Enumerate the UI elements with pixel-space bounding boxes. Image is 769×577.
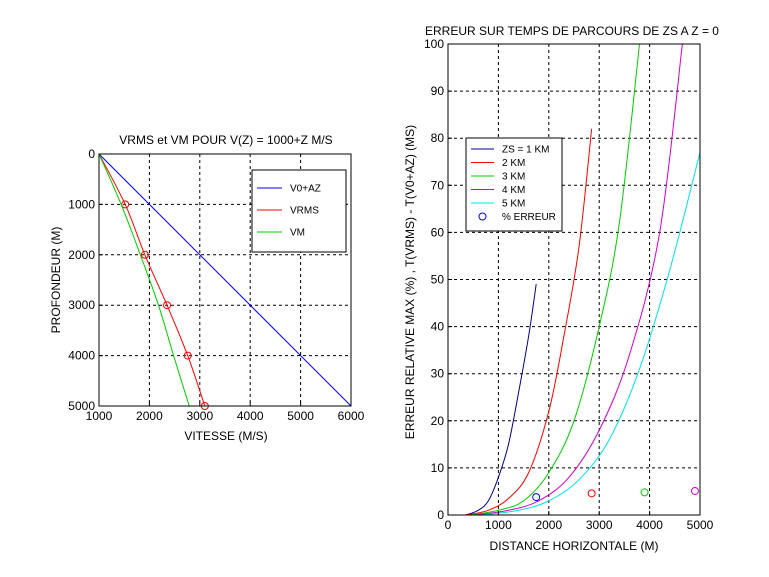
y-tick-label: 60	[431, 225, 445, 239]
right-chart: ERREUR SUR TEMPS DE PARCOURS DE ZS A Z =…	[403, 24, 719, 553]
right-legend-box	[465, 137, 563, 232]
right-series	[465, 43, 701, 516]
series-point-vrms	[183, 351, 192, 360]
x-tick-label: 1000	[485, 518, 512, 532]
legend-label-v0-az: V0+AZ	[290, 184, 321, 195]
left-plot-frame	[98, 153, 352, 407]
x-tick-label: 2000	[136, 409, 163, 423]
left-legend-box	[251, 169, 347, 253]
left-ylabel: PROFONDEUR (M)	[49, 227, 63, 334]
left-xlabel: VITESSE (M/S)	[184, 429, 267, 443]
series-line-2-km	[465, 128, 593, 516]
y-tick-label: 5000	[68, 399, 95, 413]
series-point-vrms	[140, 250, 149, 259]
error-marker-point	[640, 488, 649, 497]
x-tick-label: 3000	[186, 409, 213, 423]
y-tick-label: 40	[431, 320, 445, 334]
legend-swatch-error-marker	[478, 212, 487, 221]
series-line-4-km	[475, 43, 683, 516]
right-xlabel: DISTANCE HORIZONTALE (M)	[490, 539, 659, 553]
x-tick-label: 5000	[687, 518, 714, 532]
y-tick-label: 20	[431, 414, 445, 428]
left-legend: V0+AZ VRMS VM	[251, 169, 347, 253]
x-tick-label: 0	[445, 518, 452, 532]
x-tick-label: 1000	[86, 409, 113, 423]
legend-label-4-km: 4 KM	[502, 185, 525, 196]
y-tick-label: 30	[431, 367, 445, 381]
series-point-vrms	[163, 301, 172, 310]
series-line-v0-az	[98, 153, 352, 407]
y-tick-label: 100	[424, 37, 444, 51]
y-tick-label: 3000	[68, 298, 95, 312]
x-tick-label: 2000	[535, 518, 562, 532]
y-tick-label: 2000	[68, 248, 95, 262]
series-line-3-km	[470, 43, 641, 516]
legend-label-error-marker: % ERREUR	[502, 212, 556, 223]
left-chart: VRMS et VM POUR V(Z) = 1000+Z M/S 1000 20…	[49, 133, 365, 443]
y-tick-label: 0	[437, 508, 444, 522]
legend-label-zs-1-km: ZS = 1 KM	[502, 145, 550, 156]
x-tick-label: 4000	[237, 409, 264, 423]
y-tick-label: 70	[431, 178, 445, 192]
x-tick-label: 3000	[586, 518, 613, 532]
y-tick-label: 10	[431, 461, 445, 475]
y-tick-label: 4000	[68, 349, 95, 363]
error-marker-point	[690, 486, 699, 495]
x-tick-label: 6000	[338, 409, 365, 423]
legend-label-3-km: 3 KM	[502, 172, 525, 183]
error-marker-point	[532, 493, 541, 502]
legend-label-2-km: 2 KM	[502, 158, 525, 169]
y-tick-label: 1000	[68, 197, 95, 211]
series-line-vm	[98, 153, 190, 407]
right-ticks: 0 1000 2000 3000 4000 5000 0 10 20 30 40 50 60 70 80 90…	[424, 37, 714, 532]
y-tick-label: 0	[88, 147, 95, 161]
legend-label-5-km: 5 KM	[502, 199, 525, 210]
x-tick-label: 4000	[636, 518, 663, 532]
x-tick-label: 5000	[287, 409, 314, 423]
series-line-5-km	[480, 152, 701, 516]
error-marker-point	[587, 489, 596, 498]
y-tick-label: 80	[431, 131, 445, 145]
y-tick-label: 50	[431, 273, 445, 287]
right-chart-title: ERREUR SUR TEMPS DE PARCOURS DE ZS A Z =…	[425, 24, 719, 38]
right-ylabel: ERREUR RELATIVE MAX (%) , T(VRMS) - T(V0…	[403, 125, 417, 439]
legend-label-vrms: VRMS	[290, 206, 319, 217]
series-line-zs-1-km	[465, 284, 537, 516]
y-tick-label: 90	[431, 84, 445, 98]
left-ticks: 1000 2000 3000 4000 5000 6000 0 1000 2000 3000 400…	[68, 147, 364, 423]
legend-label-vm: VM	[290, 228, 305, 239]
left-series	[98, 153, 352, 410]
series-line-vrms	[98, 153, 206, 407]
left-chart-title: VRMS et VM POUR V(Z) = 1000+Z M/S	[119, 133, 332, 147]
right-legend: ZS = 1 KM 2 KM 3 KM 4 KM 5 KM % ERREUR	[465, 137, 563, 232]
